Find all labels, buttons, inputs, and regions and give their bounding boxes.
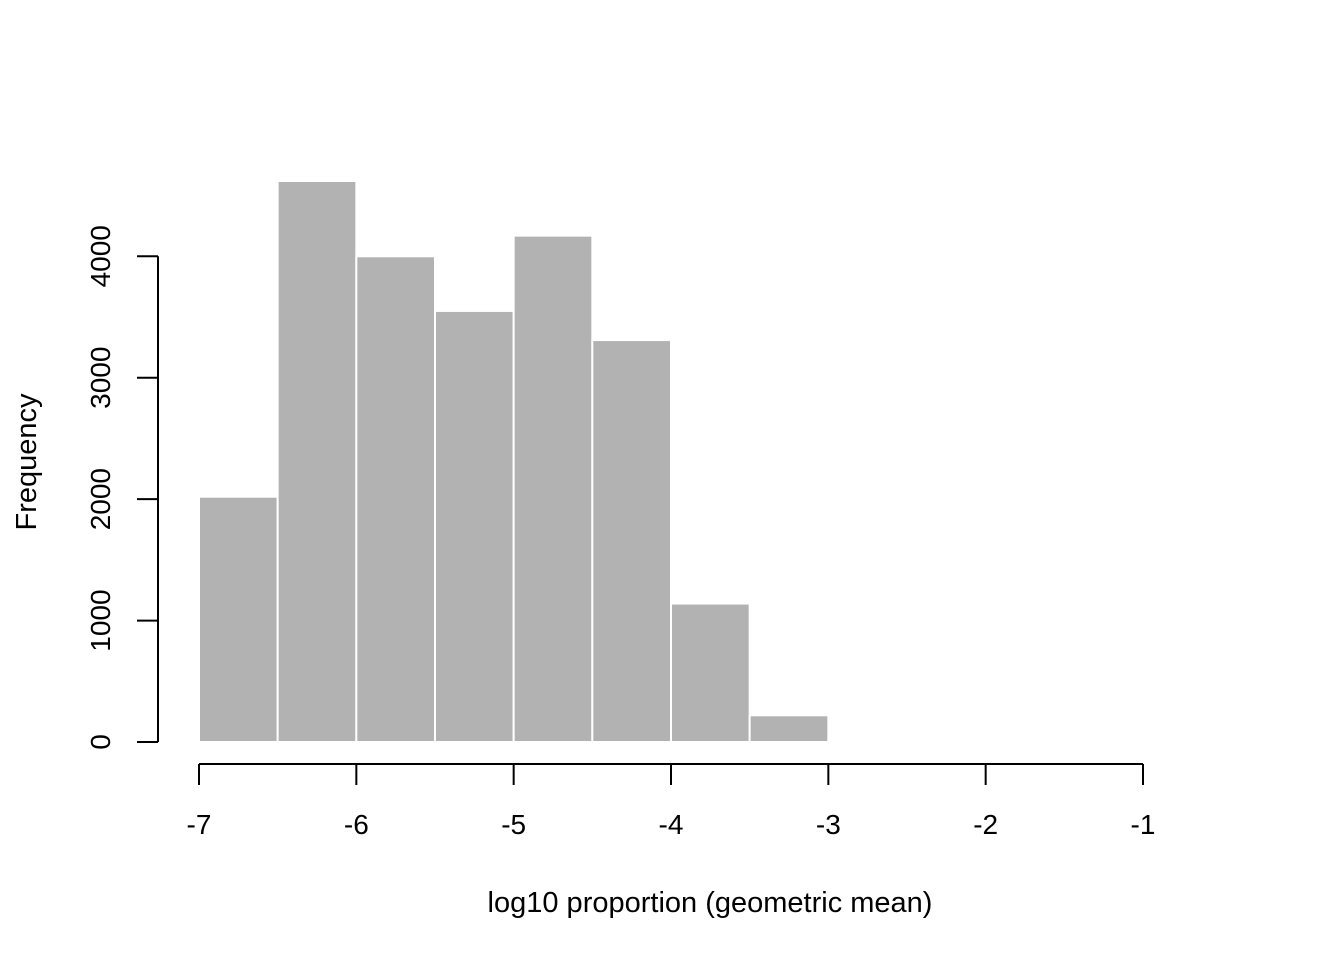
y-tick-label: 3000: [85, 347, 116, 409]
histogram-bar: [434, 309, 515, 743]
x-tick-label: -7: [187, 809, 212, 840]
histogram-bar: [591, 339, 672, 743]
x-tick-label: -3: [816, 809, 841, 840]
histogram-bar: [276, 180, 358, 743]
y-axis: 0 1000 2000 3000 4000: [85, 225, 159, 750]
histogram-bar: [827, 739, 908, 743]
y-tick-label: 0: [85, 734, 116, 750]
x-tick-label: -2: [973, 809, 998, 840]
histogram-bar: [512, 234, 594, 743]
y-axis-title: Frequency: [11, 393, 43, 531]
x-axis: -7 -6 -5 -4 -3 -2 -1: [187, 763, 1156, 840]
y-tick-label: 1000: [85, 589, 116, 651]
histogram-bar: [748, 714, 830, 743]
x-tick-label: -6: [344, 809, 369, 840]
x-tick-label: -4: [659, 809, 684, 840]
bars-group: [198, 180, 908, 744]
histogram-bar: [355, 255, 437, 743]
y-tick-label: 4000: [85, 225, 116, 287]
x-axis-title: log10 proportion (geometric mean): [488, 887, 933, 919]
histogram-bar: [198, 495, 279, 744]
x-tick-label: -1: [1131, 809, 1156, 840]
y-tick-label: 2000: [85, 468, 116, 530]
histogram-bar: [670, 602, 751, 743]
x-tick-label: -5: [501, 809, 526, 840]
